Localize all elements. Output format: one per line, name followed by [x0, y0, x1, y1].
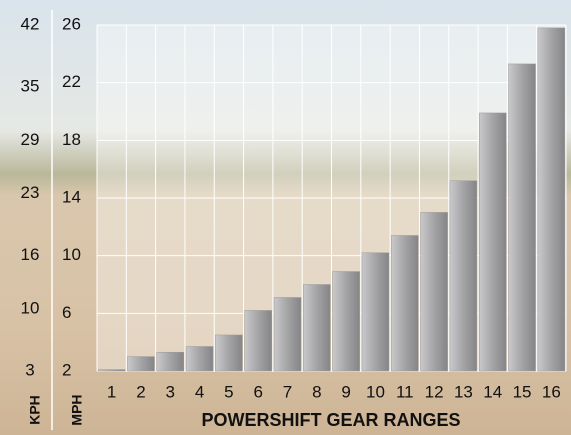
bar	[245, 310, 272, 371]
bar	[186, 346, 213, 371]
bar	[421, 212, 448, 371]
bar	[157, 352, 184, 371]
y2-tick-label: 35	[21, 77, 40, 96]
x-tick-label: 1	[107, 382, 116, 401]
bar	[333, 272, 360, 371]
y2-tick-label: 29	[21, 130, 40, 149]
y2-tick-label: 23	[21, 183, 40, 202]
x-tick-label: 2	[136, 382, 145, 401]
bar	[509, 64, 536, 371]
y-axis-label: MPH	[69, 394, 85, 425]
bar	[303, 285, 330, 372]
y2-tick-label: 3	[25, 360, 34, 379]
bar	[538, 28, 565, 371]
chart-container: KPH MPH POWERSHIFT GEAR RANGES 261014182…	[0, 0, 571, 435]
x-tick-label: 3	[166, 382, 175, 401]
bar	[274, 297, 301, 371]
x-tick-label: 15	[513, 382, 532, 401]
y2-axis-label: KPH	[27, 395, 43, 425]
x-axis-label: POWERSHIFT GEAR RANGES	[201, 410, 460, 430]
x-tick-label: 16	[542, 382, 561, 401]
y-tick-label: 6	[62, 303, 71, 322]
x-tick-label: 12	[425, 382, 444, 401]
x-tick-label: 14	[483, 382, 502, 401]
bar	[215, 335, 242, 371]
bar	[127, 357, 154, 371]
y-tick-label: 14	[62, 187, 81, 206]
y-tick-label: 18	[62, 130, 81, 149]
x-tick-label: 11	[396, 382, 414, 401]
x-tick-label: 6	[253, 382, 262, 401]
x-tick-label: 8	[312, 382, 321, 401]
x-tick-label: 10	[366, 382, 385, 401]
x-tick-label: 7	[283, 382, 292, 401]
y2-tick-label: 16	[21, 245, 40, 264]
chart: KPH MPH POWERSHIFT GEAR RANGES 261014182…	[0, 0, 571, 435]
bar	[98, 370, 125, 371]
y2-tick-label: 10	[21, 298, 40, 317]
x-tick-label: 4	[195, 382, 204, 401]
bar	[450, 181, 477, 371]
y-tick-label: 2	[62, 360, 71, 379]
y-tick-label: 26	[62, 14, 81, 33]
bar	[479, 113, 506, 371]
y2-tick-label: 42	[21, 14, 40, 33]
x-tick-label: 9	[341, 382, 350, 401]
x-tick-label: 5	[224, 382, 233, 401]
x-tick-label: 13	[454, 382, 473, 401]
y-tick-label: 22	[62, 72, 81, 91]
bar	[391, 235, 418, 371]
y-tick-label: 10	[62, 245, 81, 264]
bar	[362, 253, 389, 371]
